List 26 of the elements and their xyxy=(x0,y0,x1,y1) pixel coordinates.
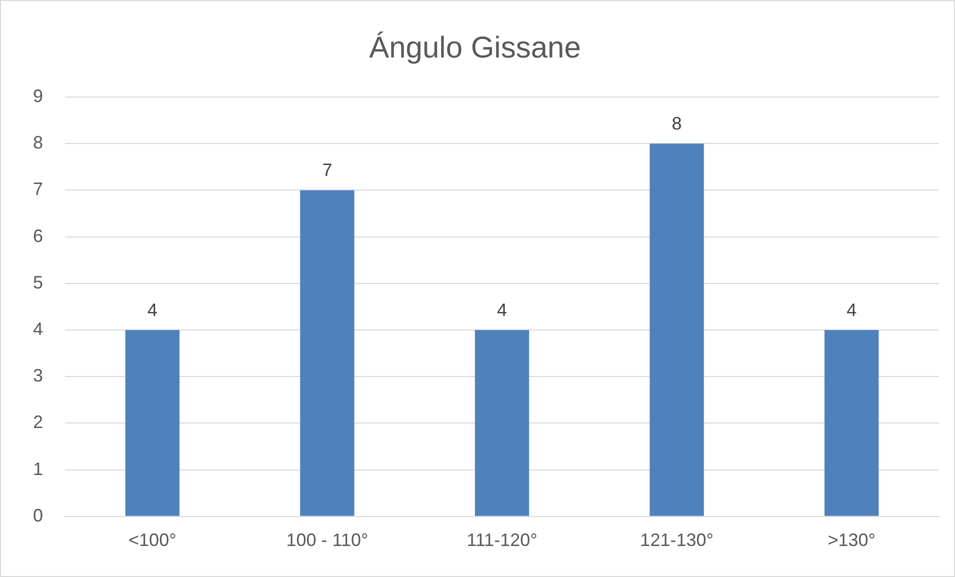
data-label: 7 xyxy=(322,160,332,180)
x-tick-label: 100 - 110° xyxy=(286,530,368,550)
y-tick-label: 1 xyxy=(32,458,44,479)
y-tick-label: 5 xyxy=(32,272,44,292)
y-tick-label: 8 xyxy=(32,132,44,153)
y-tick-label: 6 xyxy=(32,226,44,246)
x-tick-label: <100° xyxy=(128,530,176,550)
data-label: 4 xyxy=(147,300,158,320)
bar xyxy=(125,330,180,516)
bar xyxy=(650,144,704,516)
bar xyxy=(300,190,354,516)
y-tick-label: 7 xyxy=(32,179,44,200)
data-label: 4 xyxy=(846,300,857,320)
bar xyxy=(824,330,879,516)
x-tick-label: 121-130° xyxy=(640,530,714,550)
y-tick-label: 9 xyxy=(32,86,44,106)
y-tick-label: 2 xyxy=(32,412,44,432)
x-tick-label: >130° xyxy=(828,530,876,550)
data-label: 8 xyxy=(672,114,682,134)
bar xyxy=(474,330,530,516)
data-label: 4 xyxy=(497,300,508,320)
y-tick-label: 3 xyxy=(32,366,44,386)
y-tick-label: 4 xyxy=(32,318,44,339)
x-tick-label: 111-120° xyxy=(466,530,538,550)
chart-title: Ángulo Gissane xyxy=(369,30,581,64)
y-tick-label: 0 xyxy=(32,505,44,526)
